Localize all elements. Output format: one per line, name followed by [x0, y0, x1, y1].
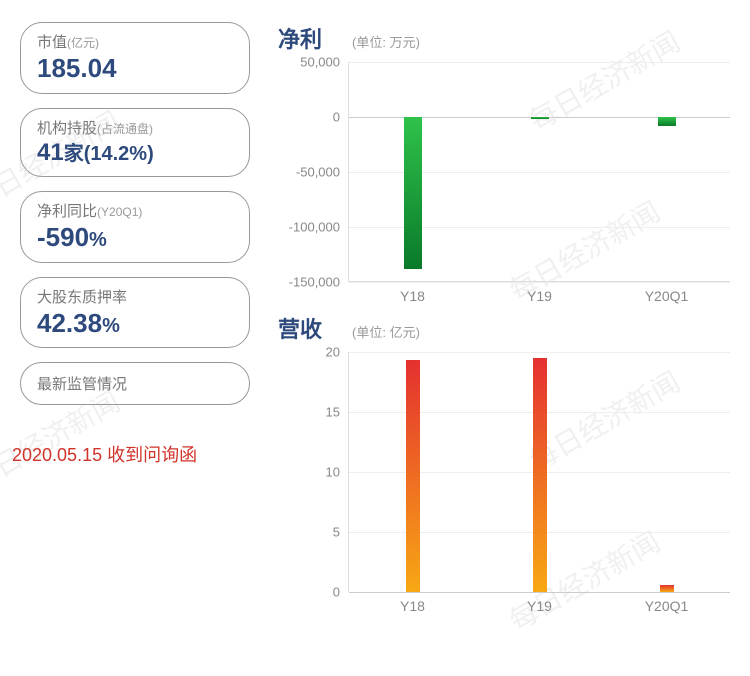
pledge-label: 大股东质押率	[37, 286, 233, 307]
footer-note: 2020.05.15 收到问询函	[12, 441, 250, 467]
left-panel: 市值(亿元) 185.04 机构持股(占流通盘) 41家(14.2%) 净利同比…	[20, 22, 250, 622]
grid-line	[349, 592, 730, 593]
inst-hold-label-text: 机构持股	[37, 120, 97, 137]
market-cap-label-text: 市值	[37, 34, 67, 51]
pledge-value: 42.38%	[37, 309, 233, 338]
profit-bar	[404, 117, 422, 269]
profit-y-tick: 50,000	[300, 55, 340, 70]
revenue-bar	[406, 360, 420, 592]
profit-x-label: Y18	[400, 288, 425, 304]
regulatory-card: 最新监管情况	[20, 362, 250, 405]
pledge-value-unit: %	[102, 315, 120, 337]
profit-plot: Y18Y19Y20Q1	[348, 62, 730, 282]
profit-y-tick: -100,000	[289, 220, 340, 235]
main-container: 市值(亿元) 185.04 机构持股(占流通盘) 41家(14.2%) 净利同比…	[0, 0, 750, 632]
inst-hold-pct: (14.2	[84, 143, 130, 165]
market-cap-label: 市值(亿元)	[37, 31, 233, 52]
revenue-x-label: Y20Q1	[645, 598, 689, 614]
profit-chart-area: 50,0000-50,000-100,000-150,000 Y18Y19Y20…	[278, 62, 730, 302]
profit-x-label: Y20Q1	[645, 288, 689, 304]
profit-y-tick: -50,000	[296, 165, 340, 180]
grid-line	[349, 62, 730, 63]
revenue-chart: 营收 (单位: 亿元) 20151050 Y18Y19Y20Q1	[278, 312, 730, 612]
revenue-bar	[533, 358, 547, 592]
revenue-y-tick: 15	[326, 405, 340, 420]
inst-hold-pct-unit: %)	[129, 143, 153, 165]
profit-chart-unit: (单位: 万元)	[352, 32, 420, 51]
profit-yoy-value-num: -590	[37, 222, 89, 252]
profit-chart-title: 净利	[278, 22, 322, 54]
market-cap-sublabel: (亿元)	[67, 36, 99, 50]
revenue-x-label: Y19	[527, 598, 552, 614]
revenue-plot: Y18Y19Y20Q1	[348, 352, 730, 592]
pledge-card: 大股东质押率 42.38%	[20, 277, 250, 349]
inst-hold-sublabel: (占流通盘)	[97, 122, 153, 136]
revenue-chart-title: 营收	[278, 312, 322, 344]
market-cap-card: 市值(亿元) 185.04	[20, 22, 250, 94]
revenue-y-tick: 10	[326, 465, 340, 480]
revenue-y-tick: 0	[333, 585, 340, 600]
profit-yoy-card: 净利同比(Y20Q1) -590%	[20, 191, 250, 263]
revenue-bar	[660, 585, 674, 592]
profit-yoy-value: -590%	[37, 223, 233, 252]
grid-line	[349, 352, 730, 353]
inst-hold-value: 41家(14.2%)	[37, 140, 233, 166]
revenue-chart-unit: (单位: 亿元)	[352, 322, 420, 341]
profit-chart-header: 净利 (单位: 万元)	[278, 22, 730, 54]
profit-yoy-sublabel: (Y20Q1)	[97, 205, 142, 219]
inst-hold-label: 机构持股(占流通盘)	[37, 117, 233, 138]
inst-hold-count: 41	[37, 139, 64, 166]
profit-yoy-label-text: 净利同比	[37, 203, 97, 220]
profit-bar	[531, 117, 549, 119]
inst-hold-card: 机构持股(占流通盘) 41家(14.2%)	[20, 108, 250, 177]
profit-y-tick: -150,000	[289, 275, 340, 290]
profit-y-axis: 50,0000-50,000-100,000-150,000	[278, 62, 348, 282]
revenue-y-tick: 20	[326, 345, 340, 360]
profit-yoy-value-unit: %	[89, 229, 107, 251]
grid-line	[349, 282, 730, 283]
profit-yoy-label: 净利同比(Y20Q1)	[37, 200, 233, 221]
revenue-y-axis: 20151050	[278, 352, 348, 592]
charts-panel: 净利 (单位: 万元) 50,000 0 -50,000 -100,000 -150,0…	[250, 22, 730, 622]
profit-x-label: Y19	[527, 288, 552, 304]
market-cap-value: 185.04	[37, 54, 233, 83]
revenue-chart-header: 营收 (单位: 亿元)	[278, 312, 730, 344]
profit-y-tick: 0	[333, 110, 340, 125]
inst-hold-count-unit: 家	[64, 143, 84, 165]
profit-bar	[658, 117, 676, 126]
revenue-x-label: Y18	[400, 598, 425, 614]
pledge-value-num: 42.38	[37, 308, 102, 338]
revenue-chart-area: 20151050 Y18Y19Y20Q1	[278, 352, 730, 612]
profit-chart: 净利 (单位: 万元) 50,000 0 -50,000 -100,000 -150,0…	[278, 22, 730, 302]
revenue-y-tick: 5	[333, 525, 340, 540]
